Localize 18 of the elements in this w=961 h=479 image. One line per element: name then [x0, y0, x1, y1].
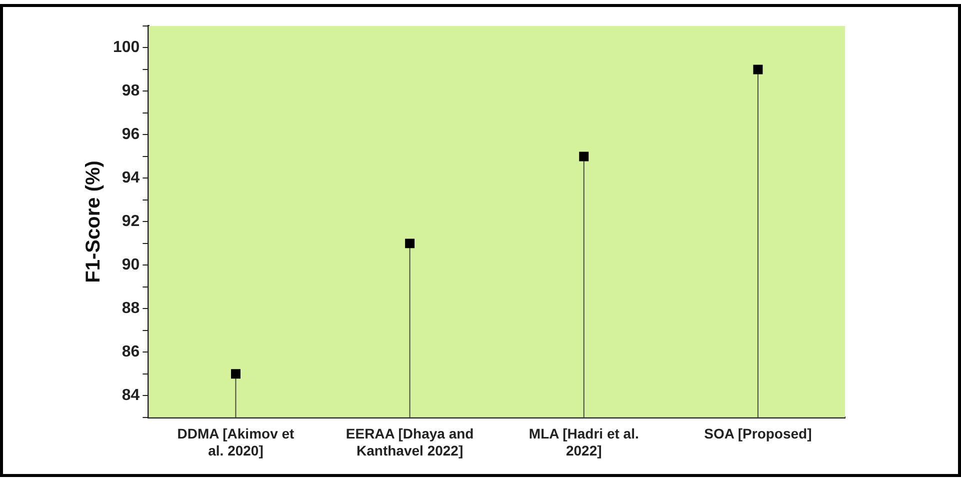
point: [579, 152, 589, 162]
y-tick-label: 90: [122, 256, 140, 274]
y-tick-label: 88: [122, 300, 140, 318]
point: [230, 369, 240, 379]
point: [405, 238, 415, 248]
x-tick-label: MLA [Hadri et al. 2022]: [528, 426, 639, 458]
x-tick-label: SOA [Proposed]: [704, 426, 812, 442]
y-tick-label: 96: [122, 126, 140, 144]
y-tick-label: 100: [112, 39, 140, 56]
y-tick-label: 86: [122, 344, 140, 361]
x-tick-label: DDMA [Akimov et al. 2020]: [177, 426, 295, 458]
y-tick-label: 92: [122, 213, 140, 230]
y-tick-label: 84: [122, 387, 140, 404]
point: [753, 64, 763, 74]
y-tick-label: 98: [122, 82, 140, 100]
x-tick-label: EERAA [Dhaya and Kanthavel 2022]: [346, 426, 474, 458]
y-tick-label: 94: [122, 170, 140, 187]
y-axis-title: F1-Score (%): [82, 160, 105, 283]
